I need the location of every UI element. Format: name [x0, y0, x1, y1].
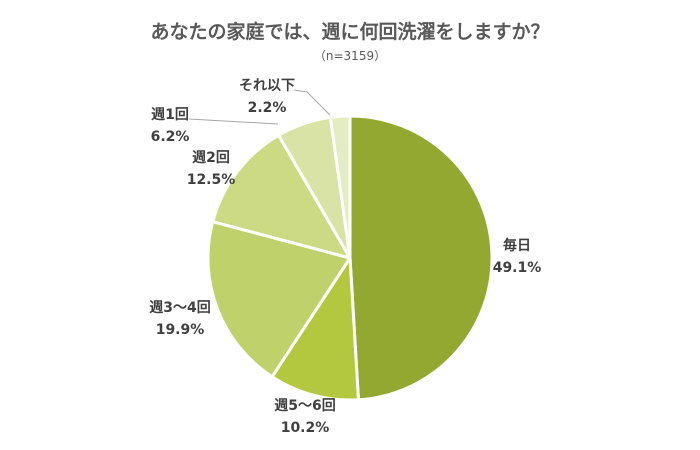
slice-label-6: それ以下: [239, 78, 295, 94]
slice-value-4: 12.5%: [187, 172, 236, 188]
pie-slice-1: [348, 114, 494, 402]
slice-value-3: 19.9%: [156, 322, 205, 338]
leader-line-5: [188, 118, 279, 125]
pie-slice-3: [206, 220, 352, 379]
slice-value-6: 2.2%: [248, 100, 287, 116]
pie-slice-2: [270, 256, 360, 402]
slice-label-5: 週1回: [151, 107, 189, 123]
data-labels: 毎日 49.1% 週5～6回 10.2% 週3～4回 19.9% 週2回 12.5% 週1回 6.…: [149, 78, 541, 436]
leader-lines: [188, 89, 331, 125]
pie-slices: [206, 114, 494, 402]
leader-line-6: [293, 89, 331, 116]
slice-value-5: 6.2%: [151, 129, 190, 145]
chart-title: あなたの家庭では、週に何回洗濯をしますか？: [150, 20, 549, 43]
slice-label-4: 週2回: [192, 150, 230, 166]
slice-label-3: 週3～4回: [149, 300, 210, 316]
slice-value-1: 49.1%: [493, 260, 542, 276]
slice-label-1: 毎日: [503, 237, 531, 254]
slice-value-2: 10.2%: [281, 420, 330, 436]
pie-slice-4: [211, 133, 352, 260]
slice-label-2: 週5～6回: [274, 398, 335, 414]
pie-slice-6: [328, 114, 352, 260]
chart-subtitle: （n=3159）: [314, 49, 386, 63]
